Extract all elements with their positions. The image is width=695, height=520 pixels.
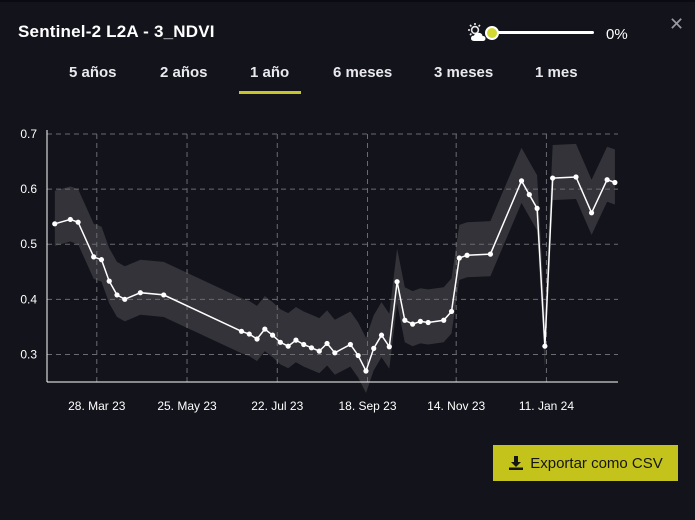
ndvi-data-point (550, 175, 556, 181)
x-tick-label: 14. Nov 23 (427, 399, 485, 413)
ndvi-data-point (293, 337, 299, 343)
x-tick-label: 18. Sep 23 (338, 399, 396, 413)
x-tick-label: 22. Jul 23 (251, 399, 303, 413)
ndvi-data-point (542, 343, 548, 349)
tab-1-year[interactable]: 1 año (250, 64, 290, 81)
ndvi-data-point (441, 317, 447, 323)
ndvi-data-point (52, 221, 58, 227)
ndvi-data-point (612, 179, 618, 186)
ndvi-data-point (246, 331, 252, 337)
x-tick-label: 25. May 23 (157, 399, 217, 413)
ndvi-data-point (324, 340, 330, 347)
ndvi-data-point (308, 345, 315, 351)
ndvi-data-point (402, 317, 408, 323)
ndvi-data-point (285, 343, 291, 349)
y-tick-label: 0.7 (20, 127, 37, 141)
ndvi-data-point (604, 177, 610, 183)
active-tab-indicator (239, 91, 301, 94)
tab-2-years[interactable]: 2 años (160, 64, 208, 81)
ndvi-data-point (122, 296, 128, 302)
partly-cloudy-icon (468, 23, 486, 41)
ndvi-data-point (262, 326, 268, 332)
ndvi-data-point (254, 336, 260, 342)
ndvi-data-point (106, 278, 112, 284)
ndvi-data-point (332, 350, 338, 356)
ndvi-data-point (347, 341, 353, 348)
ndvi-data-point (456, 255, 462, 261)
cloud-cover-slider-track[interactable] (486, 31, 594, 34)
ndvi-time-series-chart: 0.3 0.4 0.5 0.6 0.7 28. Mar 23 25. May 23 22. J… (20, 127, 618, 413)
y-tick-label: 0.3 (20, 347, 37, 361)
page-title: Sentinel-2 L2A - 3_NDVI (18, 22, 215, 41)
ndvi-data-point (277, 339, 283, 345)
ndvi-data-point (137, 290, 143, 296)
download-icon (509, 456, 524, 470)
ndvi-data-point (518, 178, 525, 184)
ndvi-data-point (464, 252, 470, 258)
y-tick-label: 0.5 (20, 237, 37, 251)
ndvi-data-point (371, 345, 377, 351)
cloud-cover-value: 0% (606, 26, 628, 43)
ndvi-data-point (448, 308, 455, 315)
ndvi-data-point (91, 254, 97, 260)
ndvi-data-point (75, 219, 81, 225)
top-border (0, 0, 695, 2)
time-range-tabs: 5 años 2 años 1 año 6 meses 3 meses 1 me… (0, 64, 695, 94)
ndvi-data-point (363, 368, 369, 374)
ndvi-data-point (588, 210, 595, 216)
ndvi-data-point (98, 257, 105, 263)
export-csv-button[interactable]: Exportar como CSV (493, 445, 678, 481)
ndvi-data-point (316, 348, 322, 354)
ndvi-data-point (238, 328, 245, 334)
ndvi-data-point (534, 205, 540, 211)
y-tick-label: 0.6 (20, 182, 37, 196)
ndvi-data-point (526, 192, 532, 198)
ndvi-data-point (386, 344, 392, 350)
ndvi-data-point (67, 216, 73, 223)
tab-6-months[interactable]: 6 meses (333, 64, 393, 81)
x-tick-label: 28. Mar 23 (68, 399, 126, 413)
ndvi-data-point (301, 341, 307, 348)
ndvi-data-point (161, 292, 167, 298)
export-csv-label: Exportar como CSV (530, 454, 663, 472)
cloud-cover-slider-thumb[interactable] (485, 26, 499, 40)
ndvi-data-point (378, 332, 385, 338)
uncertainty-band (54, 143, 615, 393)
ndvi-data-point (487, 251, 494, 257)
y-tick-label: 0.4 (20, 292, 37, 306)
tab-1-month[interactable]: 1 mes (535, 64, 578, 81)
ndvi-data-point (425, 319, 431, 326)
ndvi-data-point (269, 332, 276, 338)
ndvi-data-point (394, 279, 400, 285)
ndvi-data-point (114, 292, 120, 298)
x-tick-label: 11. Jan 24 (519, 399, 574, 413)
tab-3-months[interactable]: 3 meses (434, 64, 494, 81)
ndvi-data-point (417, 318, 424, 324)
ndvi-data-point (410, 321, 416, 327)
ndvi-data-point (573, 174, 579, 180)
tab-5-years[interactable]: 5 años (69, 64, 117, 81)
close-icon[interactable]: ✕ (669, 14, 685, 34)
ndvi-data-point (355, 352, 361, 359)
